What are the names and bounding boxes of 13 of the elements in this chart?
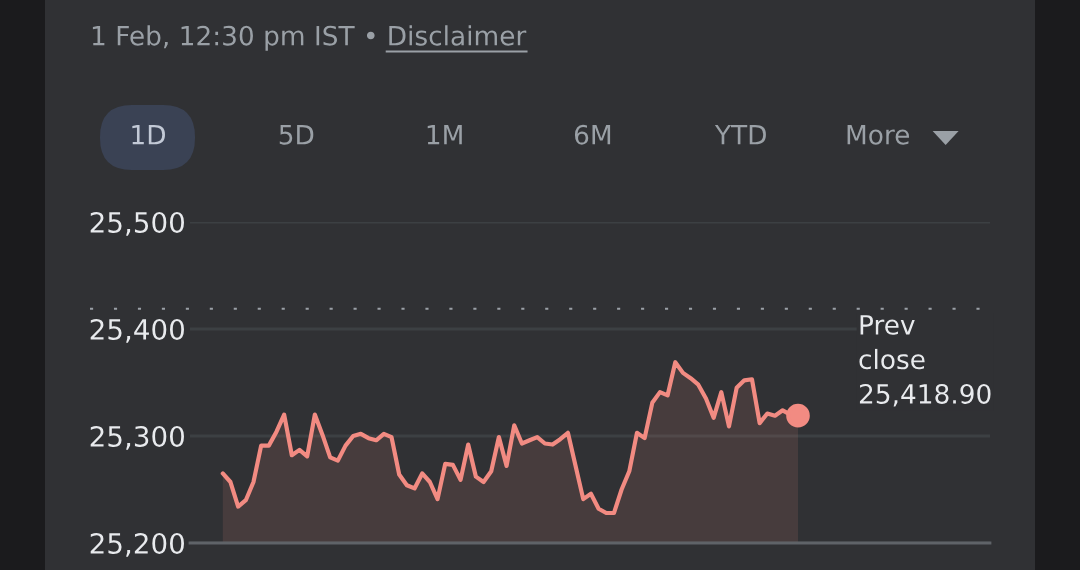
y-tick-label: 25,400 [90, 318, 184, 343]
text: 1M [427, 125, 462, 145]
text: 1D [132, 125, 165, 145]
text: More [847, 125, 909, 145]
chart-subtitle: 1 Feb, 12:30 pm IST • [92, 25, 375, 51]
text: 5D [279, 125, 314, 145]
text: YTD [714, 125, 766, 145]
y-tick-label: 25,300 [90, 425, 184, 450]
y-tick-label: 25,500 [90, 211, 184, 236]
ref-line-label: Prev close 25,418.90 [859, 315, 991, 407]
y-tick-label: 25,200 [90, 532, 184, 557]
text: 6M [574, 124, 611, 145]
text: Disclaimer [389, 25, 527, 46]
